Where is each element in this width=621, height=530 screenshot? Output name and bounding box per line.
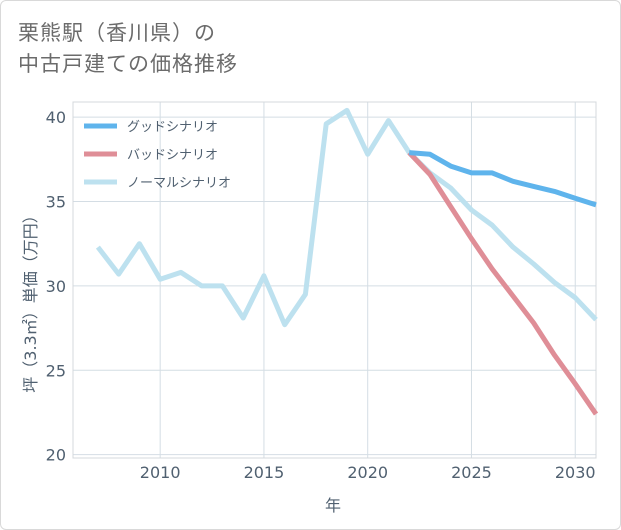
x-tick-label: 2015: [244, 463, 285, 482]
grid: [73, 102, 596, 458]
legend-label: バッドシナリオ: [127, 148, 218, 163]
y-tick-label: 20: [46, 446, 66, 465]
x-tick-label: 2020: [347, 463, 388, 482]
y-axis-label: 坪（3.3㎡）単価（万円）: [21, 207, 40, 392]
plot-area-border: [72, 101, 597, 459]
y-tick-label: 30: [46, 277, 66, 296]
x-tick-label: 2030: [555, 463, 596, 482]
series-line-good: [408, 150, 597, 208]
chart-title: 栗熊駅（香川県）の 中古戸建ての価格推移: [18, 18, 238, 80]
x-tick-label: 2025: [451, 463, 492, 482]
series-line-normal: [95, 107, 598, 328]
legend-label: ノーマルシナリオ: [127, 176, 231, 191]
series-line-bad: [407, 150, 599, 416]
x-tick-label: 2010: [140, 463, 181, 482]
legend-label: グッドシナリオ: [127, 120, 218, 135]
y-tick-label: 35: [46, 193, 66, 212]
series-lines: [95, 107, 599, 416]
y-tick-label: 25: [46, 361, 66, 380]
x-axis-label: 年: [325, 496, 341, 515]
y-tick-label: 40: [46, 108, 66, 127]
title-line-1: 栗熊駅（香川県）の: [18, 21, 216, 45]
title-line-2: 中古戸建ての価格推移: [18, 52, 238, 76]
